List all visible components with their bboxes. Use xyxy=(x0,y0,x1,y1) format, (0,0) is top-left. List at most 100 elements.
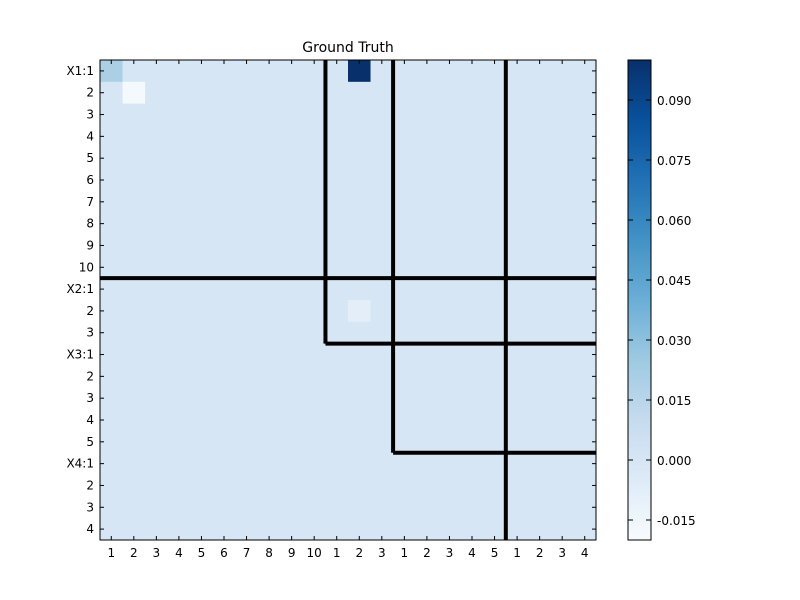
heatmap-cell xyxy=(483,103,507,126)
heatmap-cell xyxy=(370,452,394,475)
heatmap-cell xyxy=(528,300,552,323)
heatmap-cell xyxy=(573,518,597,541)
heatmap-cell xyxy=(370,147,394,170)
heatmap-cell xyxy=(235,278,259,301)
heatmap-cell xyxy=(145,409,169,432)
heatmap-cell xyxy=(415,81,439,105)
heatmap-cell xyxy=(573,60,597,83)
heatmap-cell xyxy=(505,278,529,301)
heatmap-cell xyxy=(415,256,439,279)
colorbar-gradient xyxy=(627,59,652,541)
heatmap-cell xyxy=(348,430,371,454)
heatmap-cell xyxy=(212,103,236,126)
heatmap-cell xyxy=(190,518,214,541)
heatmap-cell xyxy=(415,60,439,83)
heatmap-cell xyxy=(528,430,552,454)
row-tick-label: 5 xyxy=(86,435,94,449)
heatmap-cell xyxy=(528,387,552,410)
heatmap-cell xyxy=(325,343,349,366)
heatmap-cell xyxy=(460,147,484,170)
heatmap-cell xyxy=(438,234,462,257)
heatmap-cell xyxy=(122,256,146,279)
chart-title: Ground Truth xyxy=(302,40,393,56)
heatmap-cell xyxy=(190,190,214,214)
heatmap-cell xyxy=(145,300,169,323)
col-tick-label: 4 xyxy=(581,546,589,560)
colorbar-tick-label: 0.060 xyxy=(657,214,691,228)
heatmap-cell xyxy=(483,147,507,170)
heatmap-cell xyxy=(190,212,214,235)
heatmap-cell xyxy=(505,190,529,214)
row-tick-label: X3:1 xyxy=(66,348,94,362)
row-tick-label: 2 xyxy=(86,478,94,492)
heatmap-cell xyxy=(483,496,507,519)
heatmap-cell xyxy=(393,365,417,388)
heatmap-cell xyxy=(325,278,349,301)
col-tick-label: 4 xyxy=(468,546,476,560)
heatmap-cell xyxy=(550,278,574,301)
heatmap-cell xyxy=(550,125,574,148)
colorbar-tick-label: -0.015 xyxy=(657,514,696,528)
colorbar-ticks: -0.015 0.000 0.015 0.030 0.045 0.060 0.075 0.09… xyxy=(628,94,696,528)
heatmap-cell xyxy=(190,103,214,126)
heatmap-cell xyxy=(100,365,123,388)
heatmap-cell xyxy=(393,234,417,257)
heatmap-cell xyxy=(573,430,597,454)
heatmap-cell xyxy=(370,125,394,148)
heatmap-cell xyxy=(122,60,146,83)
heatmap-cell xyxy=(348,321,371,345)
heatmap-cell xyxy=(167,300,191,323)
heatmap-cell xyxy=(393,60,417,83)
heatmap-cell xyxy=(505,365,529,388)
heatmap-cell xyxy=(145,81,169,105)
heatmap-cell xyxy=(460,190,484,214)
heatmap-cell xyxy=(212,321,236,345)
heatmap-cell xyxy=(302,430,326,454)
heatmap-cell xyxy=(122,365,146,388)
heatmap-cell xyxy=(573,300,597,323)
heatmap-cell xyxy=(235,474,259,497)
heatmap-cell xyxy=(528,278,552,301)
heatmap-cell xyxy=(167,387,191,410)
heatmap-cell xyxy=(348,103,371,126)
heatmap-cell xyxy=(505,81,529,105)
heatmap-cell xyxy=(190,125,214,148)
heatmap-cell xyxy=(280,212,304,235)
heatmap-cell xyxy=(325,212,349,235)
heatmap-cell xyxy=(438,103,462,126)
heatmap-cell xyxy=(348,125,371,148)
col-tick-label: 1 xyxy=(333,546,341,560)
heatmap-cell xyxy=(212,300,236,323)
heatmap-cell xyxy=(190,496,214,519)
heatmap-cell xyxy=(167,496,191,519)
heatmap-cell xyxy=(348,452,371,475)
row-tick-label: 3 xyxy=(86,391,94,405)
heatmap-cell xyxy=(573,452,597,475)
heatmap-cell xyxy=(212,452,236,475)
heatmap-cell xyxy=(167,169,191,192)
heatmap-cell xyxy=(550,365,574,388)
heatmap-cell xyxy=(212,125,236,148)
heatmap-cell xyxy=(302,278,326,301)
heatmap-cell xyxy=(348,300,371,323)
col-tick-label: 2 xyxy=(130,546,138,560)
heatmap-cell xyxy=(235,212,259,235)
heatmap-cell xyxy=(167,343,191,366)
heatmap-cell xyxy=(280,60,304,83)
heatmap-cell xyxy=(257,125,281,148)
heatmap-cell xyxy=(550,147,574,170)
heatmap-cell xyxy=(528,234,552,257)
heatmap-cell xyxy=(505,147,529,170)
heatmap-cell xyxy=(505,169,529,192)
heatmap-cell xyxy=(190,300,214,323)
heatmap-cell xyxy=(257,169,281,192)
heatmap-cell xyxy=(438,81,462,105)
heatmap-cell xyxy=(460,81,484,105)
heatmap-cell xyxy=(100,409,123,432)
heatmap-cell xyxy=(167,409,191,432)
heatmap-cell xyxy=(190,147,214,170)
heatmap-cell xyxy=(550,234,574,257)
heatmap-cell xyxy=(550,387,574,410)
heatmap-cell xyxy=(280,234,304,257)
heatmap-cell xyxy=(460,474,484,497)
